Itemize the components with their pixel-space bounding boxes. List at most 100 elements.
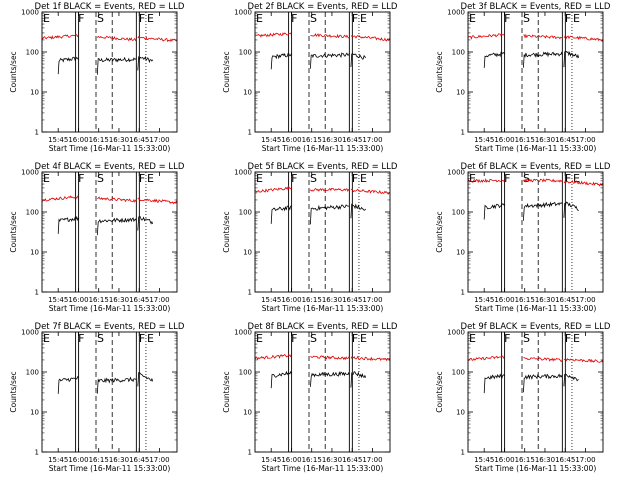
marker-label: E [360,172,367,185]
y-tick-label: 1000 [234,9,252,17]
x-tick-label: 16:45 [555,136,575,144]
plot-frame [254,171,391,293]
y-tick-label: 10 [243,409,252,417]
x-tick-label: 15:45 [261,136,281,144]
x-tick-label: 15:45 [48,296,68,304]
series-lld-segment-2 [97,196,137,203]
x-tick-label: 16:15 [515,456,535,464]
series-events-segment-3 [137,55,154,71]
series-events-segment-1 [483,373,505,394]
marker-label: S [523,332,530,345]
y-tick-label: 1000 [21,169,39,177]
marker-label: F [565,332,571,345]
series-lld-segment-1 [41,33,79,40]
marker-label: E [469,332,476,345]
marker-label: E [147,172,154,185]
x-tick-label: 16:45 [129,296,149,304]
y-tick-label: 1 [461,129,465,137]
x-tick-label: 16:00 [68,296,88,304]
series-events-segment-1 [483,202,505,220]
x-tick-label: 16:30 [535,456,555,464]
plot-frame [467,171,604,293]
x-tick-label: 17:00 [149,136,169,144]
x-tick-label: 17:00 [575,296,595,304]
y-tick-label: 10 [243,89,252,97]
series-events-segment-1 [57,215,79,234]
x-tick-label: 16:45 [342,456,362,464]
x-tick-label: 16:00 [494,296,514,304]
x-axis-label: Start Time (16-Mar-11 15:33:00) [262,304,384,313]
marker-label: F [78,172,84,185]
marker-label: F [291,332,297,345]
series-lld-segment-3 [137,197,178,205]
series-events-segment-2 [310,370,350,387]
x-tick-label: 15:45 [474,136,494,144]
panel-title: Det 2f BLACK = Events, RED = LLD [248,2,398,12]
plot-frame [41,331,178,453]
panel-title: Det 1f BLACK = Events, RED = LLD [35,2,185,12]
series-events-segment-3 [563,50,580,68]
series-lld-segment-2 [96,35,137,42]
series-events-segment-3 [563,201,579,218]
plot-frame [41,171,178,293]
x-tick-label: 17:00 [362,296,382,304]
y-tick-label: 10 [456,249,465,257]
series-lld-segment-2 [523,357,563,362]
marker-label: F [78,332,84,345]
plot-frame [254,331,391,453]
marker-label: F [352,172,358,185]
marker-label: F [565,172,571,185]
y-tick-label: 1 [35,129,39,137]
x-tick-label: 17:00 [149,456,169,464]
y-axis-label: Counts/sec [222,51,231,92]
series-events-segment-1 [270,205,292,224]
series-events-segment-2 [310,204,350,225]
x-tick-label: 17:00 [575,456,595,464]
y-tick-label: 1000 [234,169,252,177]
series-events-segment-3 [137,372,154,387]
x-tick-label: 16:00 [281,136,301,144]
x-axis-label: Start Time (16-Mar-11 15:33:00) [475,464,597,473]
marker-label: E [256,332,263,345]
plot-frame [254,11,391,133]
marker-label: F [504,12,510,25]
series-lld-segment-3 [350,188,391,195]
y-tick-label: 10 [456,89,465,97]
x-tick-label: 16:30 [322,456,342,464]
y-axis-label: Counts/sec [222,371,231,412]
y-tick-label: 1 [461,289,465,297]
x-axis-label: Start Time (16-Mar-11 15:33:00) [262,144,384,153]
y-tick-label: 1000 [447,329,465,337]
series-events-segment-2 [96,376,137,394]
y-axis-label: Counts/sec [9,211,18,252]
x-tick-label: 16:00 [281,456,301,464]
x-tick-label: 16:45 [129,456,149,464]
y-tick-label: 1 [35,449,39,457]
marker-label: F [352,332,358,345]
marker-label: E [256,172,263,185]
y-tick-label: 100 [26,369,39,377]
x-axis-label: Start Time (16-Mar-11 15:33:00) [49,144,171,153]
x-tick-label: 16:30 [535,296,555,304]
marker-label: E [469,172,476,185]
marker-label: F [504,172,510,185]
y-tick-label: 100 [239,209,252,217]
series-events-segment-2 [310,52,350,69]
marker-label: E [43,172,50,185]
series-lld-segment-1 [467,177,505,184]
x-tick-label: 15:45 [261,296,281,304]
y-tick-label: 100 [452,49,465,57]
y-axis-label: Counts/sec [9,51,18,92]
x-tick-label: 16:15 [515,296,535,304]
y-tick-label: 10 [456,409,465,417]
series-lld-segment-3 [350,35,391,42]
x-tick-label: 16:45 [342,296,362,304]
marker-label: F [139,172,145,185]
x-tick-label: 16:00 [494,136,514,144]
x-tick-label: 16:30 [535,136,555,144]
